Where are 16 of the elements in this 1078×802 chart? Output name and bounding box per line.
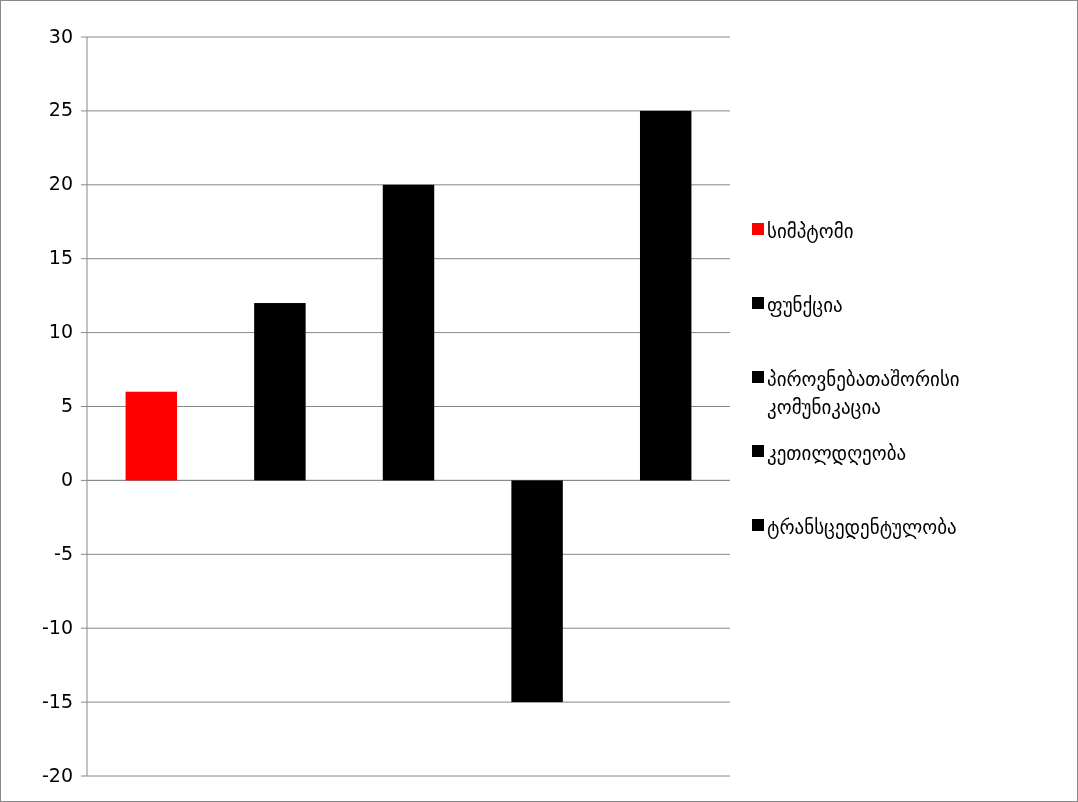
- y-tick-label: 5: [60, 394, 73, 416]
- y-tick-label: 30: [48, 24, 73, 47]
- legend-label: სიმპტომი: [767, 219, 854, 243]
- legend-label: კეთილდღეობა: [767, 441, 907, 465]
- y-tick-label: 15: [48, 246, 73, 269]
- y-tick-label: 0: [60, 467, 73, 490]
- legend-label: ტრანსცედენტულობა: [767, 515, 957, 539]
- legend-label: ფუნქცია: [767, 293, 843, 317]
- y-tick-label: 25: [48, 98, 73, 121]
- y-tick-label: -20: [41, 763, 73, 786]
- y-tick-label: -5: [54, 541, 73, 564]
- y-tick-label: 20: [48, 172, 73, 195]
- y-tick-label: -10: [41, 615, 73, 638]
- y-tick-label: -15: [41, 689, 73, 712]
- y-tick-label: 10: [48, 320, 73, 343]
- legend-label: პიროვნებათაშორისი კომუნიკაცია: [767, 367, 960, 419]
